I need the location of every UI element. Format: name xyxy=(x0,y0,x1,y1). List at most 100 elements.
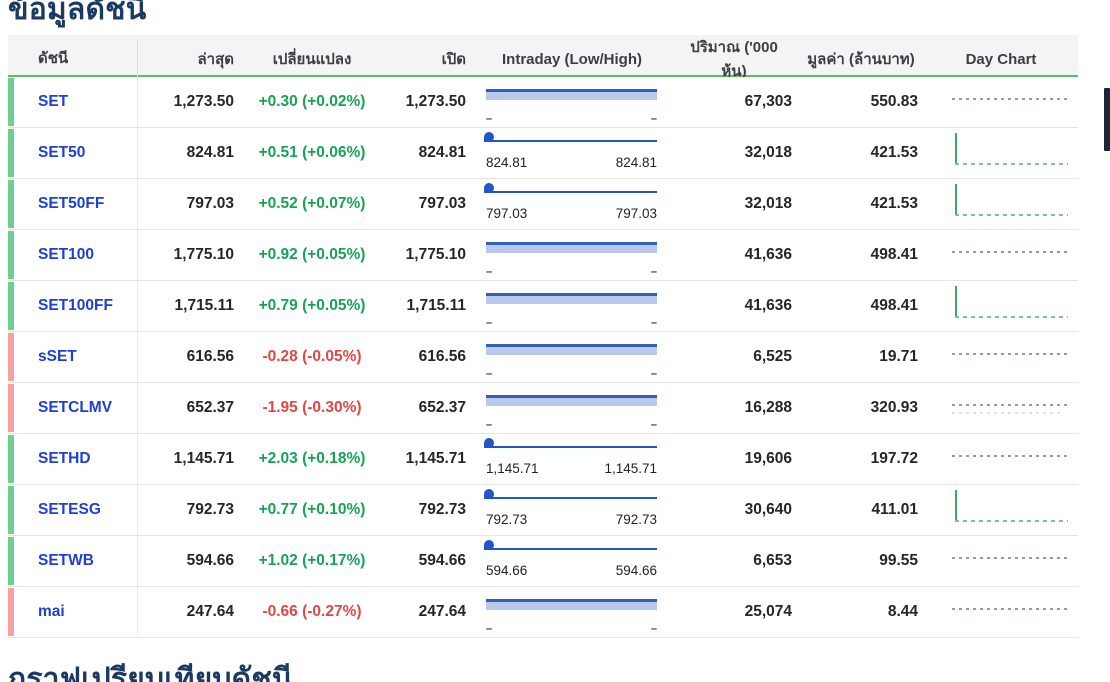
last-price-value: 594.66 xyxy=(186,552,234,569)
open-price-value: 1,145.71 xyxy=(405,450,466,467)
value-value: 320.93 xyxy=(870,399,918,416)
last-price-value: 247.64 xyxy=(186,603,234,620)
intraday-high-label: – xyxy=(650,317,657,329)
column-header-index: ดัชนี xyxy=(8,39,138,79)
index-link[interactable]: SET100 xyxy=(38,246,95,263)
index-cell: sSET xyxy=(8,332,138,382)
intraday-high-label: 594.66 xyxy=(615,563,657,578)
intraday-low-label: 797.03 xyxy=(486,206,528,221)
scrollbar-thumb[interactable] xyxy=(1104,88,1110,151)
column-header-day-chart: Day Chart xyxy=(965,50,1037,68)
column-header-volume: ปริมาณ ('000 หุ้น) xyxy=(690,39,778,80)
intraday-range-band xyxy=(486,242,657,253)
index-link[interactable]: SETWB xyxy=(38,552,94,569)
change-value: +0.52 (+0.07%) xyxy=(258,195,366,212)
value-value: 421.53 xyxy=(870,195,918,212)
intraday-labels: – – xyxy=(486,113,657,125)
intraday-labels: – – xyxy=(486,317,657,329)
intraday-cell: – – xyxy=(474,587,670,637)
day-chart-sparkline xyxy=(952,79,1068,125)
intraday-cell: 797.03 797.03 xyxy=(474,179,670,229)
last-price-value: 1,715.11 xyxy=(174,297,234,314)
intraday-high-label: – xyxy=(650,113,657,125)
open-price-value: 616.56 xyxy=(418,348,466,365)
table-header-row: ดัชนี ล่าสุด เปลี่ยนแปลง เปิด Intraday (… xyxy=(8,35,1078,80)
day-chart-cell xyxy=(924,383,1078,433)
day-chart-sparkline xyxy=(952,538,1068,584)
day-chart-sparkline xyxy=(952,487,1068,533)
last-price-value: 616.56 xyxy=(186,348,234,365)
intraday-labels: – – xyxy=(486,266,657,278)
value-value: 421.53 xyxy=(870,144,918,161)
open-price-value: 1,775.10 xyxy=(405,246,466,263)
change-value: -0.28 (-0.05%) xyxy=(262,348,362,365)
intraday-low-label: – xyxy=(486,419,493,431)
index-cell: SET100 xyxy=(8,230,138,280)
day-chart-cell xyxy=(924,179,1078,229)
day-chart-cell xyxy=(924,587,1078,637)
intraday-labels: 594.66 594.66 xyxy=(486,563,657,578)
intraday-band-fill xyxy=(486,245,657,253)
open-price-value: 824.81 xyxy=(418,144,466,161)
day-chart-cell xyxy=(924,230,1078,280)
intraday-labels: – – xyxy=(486,419,657,431)
table-row: SET50 824.81 +0.51 (+0.06%) 824.81 824.8… xyxy=(8,128,1078,179)
index-link[interactable]: SET50 xyxy=(38,144,86,161)
open-price-value: 652.37 xyxy=(418,399,466,416)
intraday-labels: – – xyxy=(486,624,657,635)
index-link[interactable]: SETCLMV xyxy=(38,399,113,416)
open-price-value: 1,715.11 xyxy=(406,297,466,314)
day-chart-cell xyxy=(924,332,1078,382)
index-link[interactable]: SET xyxy=(38,93,69,110)
intraday-labels: 1,145.71 1,145.71 xyxy=(486,461,657,476)
intraday-band-fill xyxy=(486,296,657,304)
change-value: +1.02 (+0.17%) xyxy=(258,552,366,569)
intraday-high-label: 797.03 xyxy=(615,206,657,221)
intraday-low-label: 594.66 xyxy=(486,563,528,578)
index-link[interactable]: SET100FF xyxy=(38,297,113,314)
index-cell: mai xyxy=(8,587,138,637)
index-link[interactable]: sSET xyxy=(38,348,77,365)
day-chart-cell xyxy=(924,485,1078,535)
intraday-cell: 594.66 594.66 xyxy=(474,536,670,586)
intraday-band-top-line xyxy=(486,293,657,296)
intraday-high-label: – xyxy=(650,266,657,278)
table-row: mai 247.64 -0.66 (-0.27%) 247.64 – – 25,… xyxy=(8,587,1078,638)
volume-value: 32,018 xyxy=(744,144,792,161)
intraday-cell: – – xyxy=(474,230,670,280)
intraday-high-label: 824.81 xyxy=(615,155,657,170)
intraday-range-line xyxy=(484,132,657,142)
change-value: +0.30 (+0.02%) xyxy=(258,93,366,110)
intraday-cell: 1,145.71 1,145.71 xyxy=(474,434,670,484)
index-link[interactable]: mai xyxy=(38,603,65,620)
intraday-marker-dot-icon xyxy=(484,132,494,142)
intraday-band-top-line xyxy=(486,599,657,602)
value-value: 550.83 xyxy=(870,93,918,110)
intraday-band-top-line xyxy=(486,395,657,398)
intraday-band-fill xyxy=(486,92,657,100)
volume-value: 67,303 xyxy=(744,93,792,110)
volume-value: 41,636 xyxy=(744,297,792,314)
intraday-low-label: – xyxy=(486,317,493,329)
index-cell: SETESG xyxy=(8,485,138,535)
open-price-value: 792.73 xyxy=(418,501,466,518)
change-value: +0.92 (+0.05%) xyxy=(258,246,366,263)
volume-value: 19,606 xyxy=(744,450,792,467)
last-price-value: 1,145.71 xyxy=(173,450,234,467)
intraday-marker-dot-icon xyxy=(484,540,494,550)
intraday-band-fill xyxy=(486,602,657,610)
value-value: 498.41 xyxy=(870,246,918,263)
open-price-value: 797.03 xyxy=(418,195,466,212)
intraday-band-fill xyxy=(486,347,657,355)
volume-value: 25,074 xyxy=(744,603,792,620)
index-link[interactable]: SET50FF xyxy=(38,195,105,212)
intraday-band-top-line xyxy=(486,242,657,245)
intraday-band-top-line xyxy=(486,89,657,92)
column-header-open: เปิด xyxy=(441,51,466,68)
intraday-cell: 824.81 824.81 xyxy=(474,128,670,178)
table-body: SET 1,273.50 +0.30 (+0.02%) 1,273.50 – –… xyxy=(8,77,1078,638)
intraday-low-label: 824.81 xyxy=(486,155,528,170)
intraday-cell: – – xyxy=(474,383,670,433)
index-link[interactable]: SETESG xyxy=(38,501,101,518)
index-link[interactable]: SETHD xyxy=(38,450,91,467)
